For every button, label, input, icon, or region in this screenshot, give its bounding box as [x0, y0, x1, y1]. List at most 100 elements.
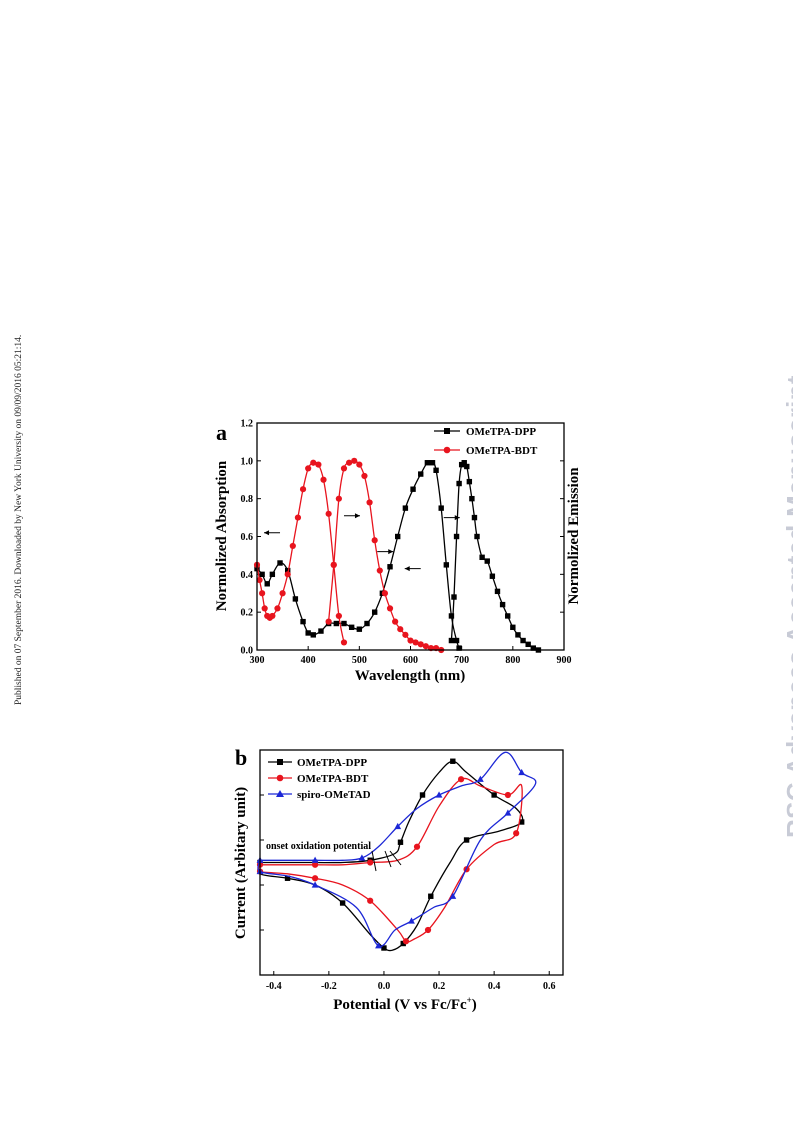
data-point-b-0 [381, 945, 387, 951]
data-point-a-1 [299, 486, 307, 493]
x-tick-label-a: 500 [352, 655, 367, 666]
data-point-a-0 [510, 624, 516, 630]
data-point-a-1 [305, 465, 312, 472]
data-point-b-2 [408, 917, 415, 924]
data-point-b-0 [518, 819, 525, 825]
data-point-a-0 [525, 641, 531, 648]
y-tick-label-a: 0.0 [241, 646, 254, 657]
chart-b: b -0.4 -0.2 0.0 0.2 0.4 0.6 onset oxidation p… [233, 745, 564, 1013]
x-tick-label-b: -0.2 [321, 981, 337, 992]
data-point-b-2 [449, 892, 457, 899]
data-point-a-1 [289, 542, 296, 550]
data-point-a-0 [466, 478, 473, 485]
data-point-a-0 [364, 620, 370, 627]
data-point-b-2 [504, 809, 512, 816]
data-point-a-1 [407, 637, 414, 644]
data-point-a-0 [471, 514, 478, 521]
x-tick-label-b: 0.2 [433, 981, 446, 992]
direction-arrow-head [404, 566, 410, 572]
plot-frame-a [256, 422, 565, 651]
data-point-b-0 [400, 940, 406, 947]
series-line-a-0-absorption [256, 460, 460, 649]
x-tick-label-a: 400 [301, 655, 316, 666]
y-tick-label-a: 1.2 [241, 419, 254, 430]
x-tick-label-b: 0.6 [543, 981, 556, 992]
data-point-b-1 [311, 861, 319, 868]
x-tick-label-a: 600 [403, 655, 418, 666]
data-point-a-0 [456, 645, 462, 651]
panel-a-label: a [216, 420, 227, 445]
y-axis-title-b: Current (Arbitary unit) [233, 787, 249, 939]
data-point-a-0 [310, 632, 316, 638]
data-point-a-1 [397, 626, 404, 633]
data-point-a-0 [461, 460, 467, 466]
x-axis-title-a: Wavelength (nm) [355, 668, 465, 684]
data-point-a-0 [300, 618, 306, 625]
data-point-a-1 [417, 641, 424, 648]
data-point-a-1 [340, 465, 348, 472]
data-point-a-0 [402, 505, 409, 511]
data-point-b-1 [413, 843, 421, 850]
x-tick-label-a: 900 [557, 655, 572, 666]
data-point-a-0 [515, 632, 521, 638]
data-point-a-1 [386, 605, 394, 612]
data-point-b-1 [402, 938, 410, 945]
data-point-a-1 [340, 639, 348, 646]
x-tick-label-b: 0.4 [488, 981, 501, 992]
data-point-b-0 [491, 792, 497, 798]
data-point-a-0 [489, 573, 496, 579]
data-point-a-0 [443, 562, 450, 568]
data-point-a-1 [310, 459, 317, 466]
onset-label: onset oxidation potential [266, 841, 371, 852]
y-tick-label-a: 0.8 [241, 494, 254, 505]
legend-b-spiro: spiro-OMeTAD [297, 789, 371, 801]
data-point-a-1 [294, 514, 302, 521]
data-point-a-0 [453, 637, 460, 644]
legend-b-bdt: OMeTPA-BDT [297, 773, 369, 785]
data-point-a-1 [361, 472, 368, 480]
data-point-a-1 [392, 618, 399, 625]
y-tick-label-a: 0.6 [241, 532, 254, 543]
data-point-b-0 [284, 875, 291, 881]
data-point-a-0 [395, 533, 401, 540]
data-point-a-1 [381, 590, 389, 597]
data-point-a-1 [356, 461, 363, 468]
data-point-a-0 [479, 554, 485, 561]
emission-absorption-arrows [264, 513, 460, 572]
data-point-a-1 [325, 510, 332, 517]
x-tick-label-b: -0.4 [266, 981, 282, 992]
data-point-b-2 [311, 856, 319, 863]
data-point-a-1 [274, 605, 281, 612]
data-point-a-1 [335, 495, 342, 502]
data-point-b-2 [518, 768, 526, 776]
legend-a-dpp: OMeTPA-DPP [466, 426, 536, 438]
data-point-a-0 [448, 613, 455, 619]
y-axis-title-right-a: Normolized Emission [566, 467, 582, 605]
data-point-a-1 [346, 459, 353, 466]
data-point-a-0 [259, 571, 265, 578]
data-point-a-1 [325, 618, 332, 625]
data-point-a-1 [422, 643, 429, 650]
data-point-b-0 [463, 837, 470, 843]
data-point-a-0 [418, 471, 424, 477]
legend-b: OMeTPA-DPP OMeTPA-BDT spiro-OMeTAD [268, 757, 371, 801]
onset-annotation: onset oxidation potential [266, 841, 402, 872]
legend-b-dpp: OMeTPA-DPP [297, 757, 367, 769]
data-point-a-0 [448, 637, 455, 644]
data-point-a-0 [469, 495, 475, 502]
direction-arrow-head [388, 549, 394, 555]
data-point-b-2 [394, 822, 402, 830]
data-point-b-1 [457, 776, 465, 783]
data-point-a-0 [464, 463, 470, 470]
data-point-b-2 [435, 791, 443, 798]
data-point-a-1 [351, 457, 358, 464]
data-point-a-1 [279, 590, 286, 597]
data-point-a-1 [376, 567, 383, 574]
data-point-a-0 [277, 560, 283, 566]
data-point-a-1 [402, 631, 409, 638]
data-point-a-0 [387, 564, 393, 570]
data-point-a-0 [520, 637, 526, 644]
y-tick-label-a: 0.4 [241, 570, 254, 581]
data-point-b-1 [504, 791, 512, 799]
data-point-a-0 [333, 620, 340, 627]
